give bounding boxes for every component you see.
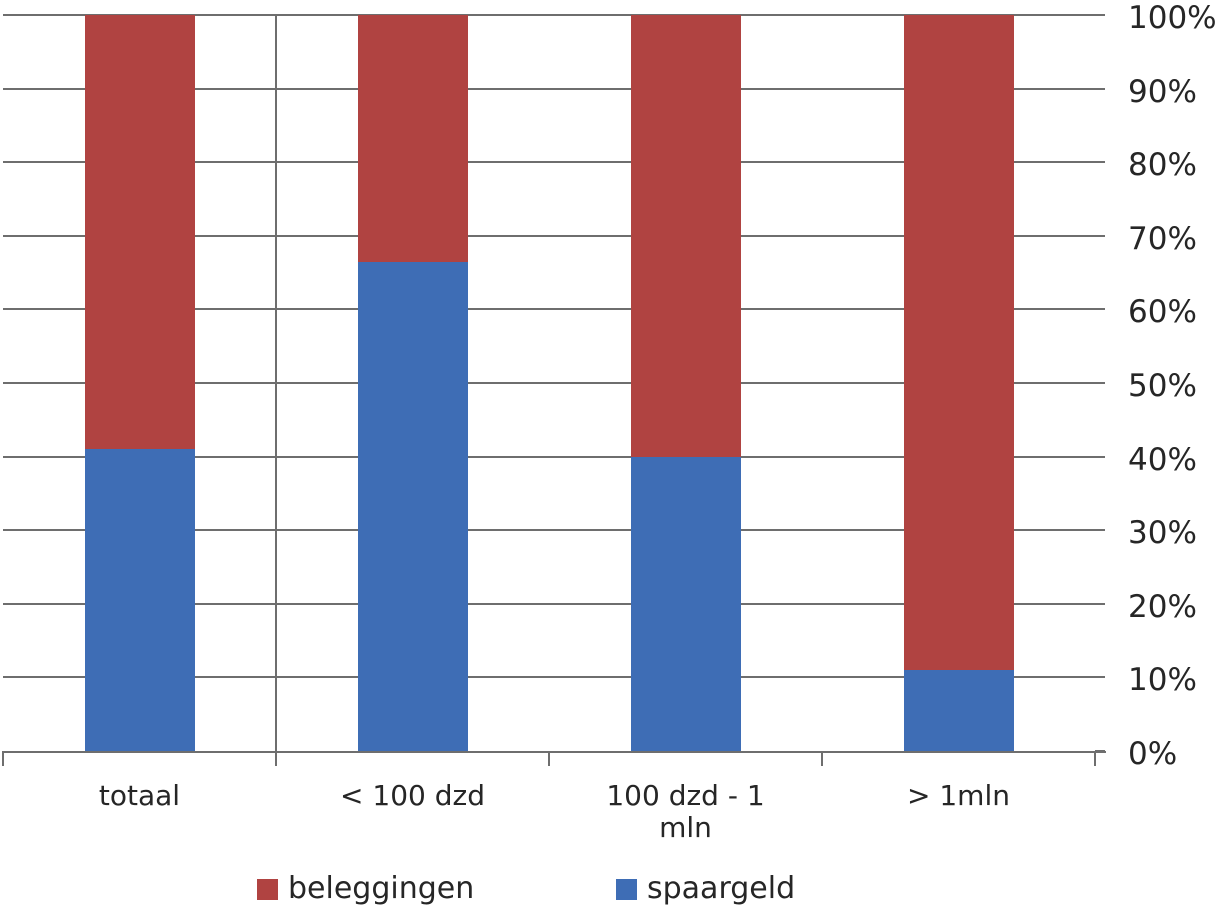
bar-segment-beleggingen-1 [358, 15, 468, 262]
legend-swatch-spaargeld [616, 878, 637, 900]
y-axis-tick [1095, 676, 1105, 678]
y-axis-label-10: 10% [1128, 662, 1197, 698]
y-axis-tick [1095, 161, 1105, 163]
x-axis-label-lt-100-dzd: < 100 dzd [340, 779, 485, 812]
gridline [3, 14, 1095, 16]
gridline [3, 308, 1095, 310]
bar-segment-beleggingen-3 [904, 15, 1014, 670]
y-axis-label-40: 40% [1128, 442, 1197, 478]
y-axis-label-0: 0% [1128, 736, 1178, 772]
x-axis-label-totaal: totaal [98, 779, 181, 812]
bar-segment-spaargeld-0 [85, 449, 195, 751]
gridline [3, 529, 1095, 531]
y-axis-label-90: 90% [1128, 74, 1197, 110]
y-axis-label-100: 100% [1128, 0, 1217, 36]
y-axis-label-70: 70% [1128, 221, 1197, 257]
y-axis-tick [1095, 14, 1105, 16]
gridline [3, 161, 1095, 163]
legend-label-beleggingen: beleggingen [288, 871, 475, 906]
bar-segment-spaargeld-3 [904, 670, 1014, 751]
y-axis-tick [1095, 456, 1105, 458]
y-axis-tick [1095, 603, 1105, 605]
y-axis-label-80: 80% [1128, 147, 1197, 183]
x-axis-label-100dzd-1mln: 100 dzd - 1 mln [606, 779, 765, 844]
x-axis-label-gt-1mln: > 1mln [907, 779, 1010, 812]
legend-item-spaargeld: spaargeld [616, 871, 795, 907]
y-axis-label-30: 30% [1128, 515, 1197, 551]
legend-swatch-beleggingen [257, 878, 278, 900]
y-axis-label-20: 20% [1128, 589, 1197, 625]
x-axis-tick [2, 751, 4, 766]
gridline [3, 603, 1095, 605]
y-axis-tick [1095, 235, 1105, 237]
x-axis-tick [821, 751, 823, 766]
y-axis-label-60: 60% [1128, 294, 1197, 330]
y-axis-tick [1095, 529, 1105, 531]
gridline [3, 88, 1095, 90]
gridline [3, 235, 1095, 237]
bar-segment-spaargeld-2 [631, 457, 741, 751]
x-axis-line [2, 751, 1106, 753]
y-axis-tick [1095, 382, 1105, 384]
gridline [3, 382, 1095, 384]
bar-segment-beleggingen-2 [631, 15, 741, 457]
legend-item-beleggingen: beleggingen [257, 871, 474, 907]
y-axis-label-50: 50% [1128, 368, 1197, 404]
gridline [3, 456, 1095, 458]
y-axis-tick [1095, 308, 1105, 310]
gridline [3, 676, 1095, 678]
category-separator-line [275, 15, 277, 751]
x-axis-tick [548, 751, 550, 766]
bar-segment-spaargeld-1 [358, 262, 468, 751]
legend-label-spaargeld: spaargeld [647, 871, 796, 906]
x-axis-tick [275, 751, 277, 766]
bar-segment-beleggingen-0 [85, 15, 195, 449]
x-axis-tick [1094, 751, 1096, 766]
y-axis-tick [1095, 88, 1105, 90]
